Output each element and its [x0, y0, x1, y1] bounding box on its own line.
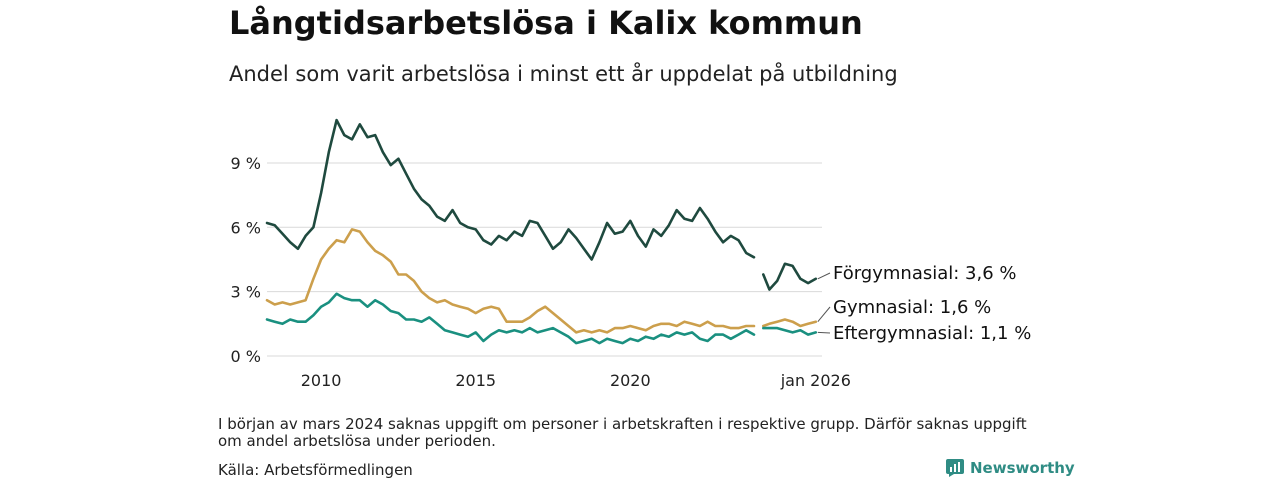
series-line-eftergymnasial-segment-0 [265, 292, 756, 345]
newsworthy-icon [946, 459, 964, 477]
x-tick-label: 2020 [610, 371, 651, 390]
brand-name: Newsworthy [970, 459, 1075, 477]
series-line-förgymnasial-segment-1 [762, 262, 818, 291]
series-line-eftergymnasial-segment-1 [762, 326, 818, 336]
series-lines [265, 118, 818, 345]
x-axis-ticks: 2010 2015 2020 jan 2026 [301, 371, 851, 390]
end-label-leader [817, 331, 831, 334]
brand-logo[interactable]: Newsworthy [946, 459, 1075, 477]
chart-title: Långtidsarbetslösa i Kalix kommun [229, 4, 863, 42]
series-line-gymnasial-segment-0 [265, 228, 756, 334]
end-label-leader [817, 306, 831, 322]
footnote: I början av mars 2024 saknas uppgift om … [218, 415, 1027, 450]
y-tick-label: 3 % [231, 283, 261, 302]
y-tick-label: 9 % [231, 154, 261, 173]
x-tick-label: 2015 [455, 371, 496, 390]
y-tick-label: 0 % [231, 347, 261, 366]
x-tick-label: jan 2026 [780, 371, 851, 390]
x-tick-label: 2010 [301, 371, 342, 390]
chart-subtitle: Andel som varit arbetslösa i minst ett å… [229, 62, 898, 86]
y-axis-ticks: 0 % 3 % 6 % 9 % [231, 154, 261, 366]
y-tick-label: 6 % [231, 218, 261, 237]
line-chart: 0 % 3 % 6 % 9 % 2010 2015 2020 jan 2026 Förgym… [231, 118, 1031, 390]
end-label-förgymnasial: Förgymnasial: 3,6 % [833, 263, 1017, 284]
series-line-förgymnasial-segment-0 [265, 118, 756, 261]
grid-lines [267, 162, 822, 357]
series-line-gymnasial-segment-1 [762, 318, 818, 328]
source-text: Källa: Arbetsförmedlingen [218, 461, 413, 479]
end-label-eftergymnasial: Eftergymnasial: 1,1 % [833, 323, 1031, 344]
end-labels: Förgymnasial: 3,6 % Gymnasial: 1,6 % Efter… [817, 263, 1031, 344]
end-label-leader [817, 272, 831, 280]
end-label-gymnasial: Gymnasial: 1,6 % [833, 297, 991, 318]
